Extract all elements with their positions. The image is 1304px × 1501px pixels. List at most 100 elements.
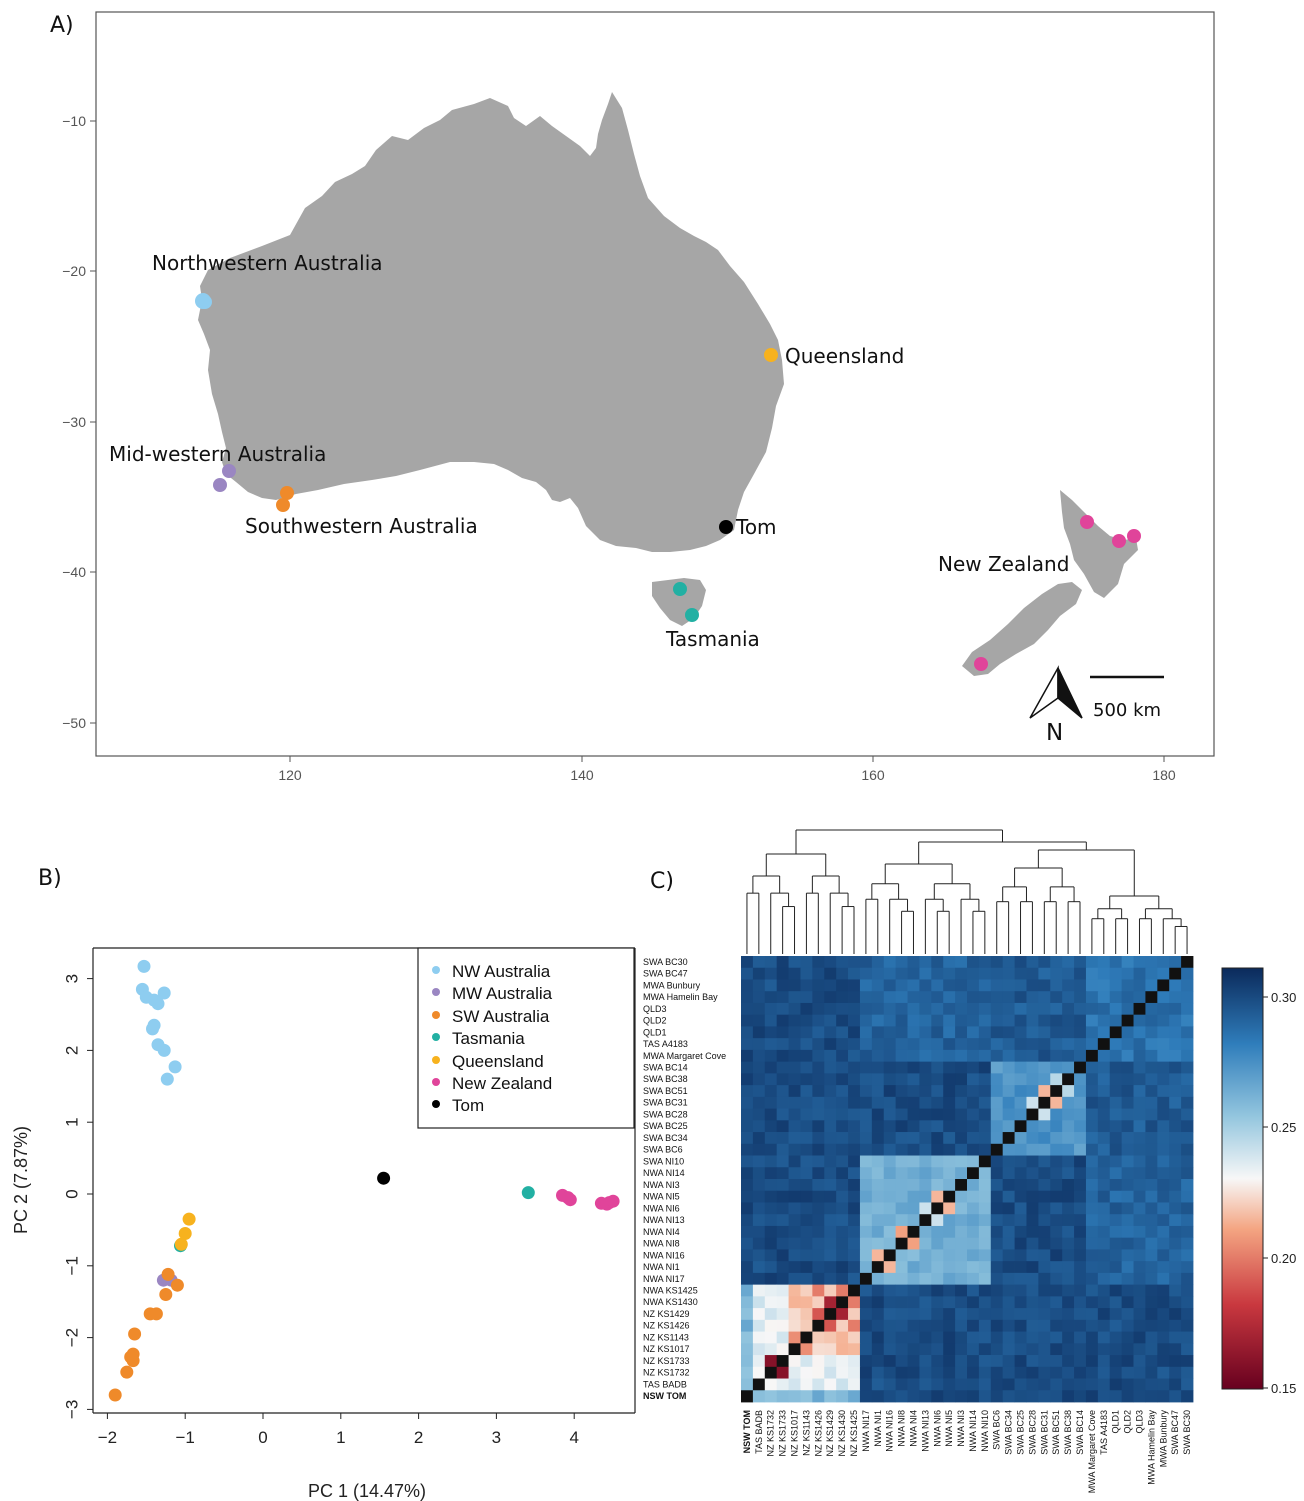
heatmap-cell: [800, 1378, 813, 1391]
heatmap-cell: [1145, 1284, 1158, 1297]
heatmap-cell: [1145, 1179, 1158, 1192]
heatmap-col-label: SWA BC30: [1182, 1410, 1192, 1455]
heatmap-cell: [812, 1331, 825, 1344]
heatmap-cell: [895, 1073, 908, 1086]
heatmap-cell: [859, 1319, 873, 1332]
heatmap-cell: [1181, 1249, 1194, 1262]
heatmap-cell: [752, 1308, 766, 1321]
heatmap-cell: [752, 1190, 766, 1203]
heatmap-row-label: SWA NI10: [643, 1156, 684, 1166]
heatmap-cell: [1181, 1378, 1194, 1391]
heatmap-cell: [978, 1319, 992, 1332]
heatmap-cell: [1038, 1261, 1051, 1274]
heatmap-cell: [907, 1214, 920, 1227]
heatmap-cell: [967, 1343, 980, 1356]
heatmap-cell: [1026, 1214, 1039, 1227]
heatmap-cell: [764, 1366, 778, 1379]
heatmap-cell: [1026, 1167, 1039, 1180]
heatmap-cell: [1109, 1155, 1123, 1168]
heatmap-cell: [824, 1096, 837, 1109]
heatmap-cell: [1026, 991, 1039, 1004]
map-y-tick: −20: [62, 263, 86, 279]
pca-point: [168, 1060, 182, 1074]
heatmap-cell: [1157, 956, 1170, 969]
heatmap-cell: [1109, 1061, 1123, 1074]
heatmap-row-label: NZ KS1426: [643, 1321, 690, 1331]
heatmap-cell: [883, 1120, 897, 1133]
heatmap-cell: [776, 1378, 789, 1391]
heatmap-cell: [812, 1061, 825, 1074]
heatmap-cell: [895, 1214, 908, 1227]
heatmap-cell: [1109, 1026, 1123, 1039]
heatmap-cell: [752, 1026, 766, 1039]
heatmap-cell: [1157, 1120, 1170, 1133]
heatmap-cell: [1157, 979, 1170, 992]
heatmap-cell: [1109, 1296, 1123, 1309]
heatmap-cell: [1085, 1390, 1099, 1403]
heatmap-cell: [1050, 1073, 1063, 1086]
heatmap-cell: [919, 1085, 932, 1098]
heatmap-cell: [859, 1261, 873, 1274]
heatmap-cell: [931, 1249, 944, 1262]
heatmap-cell: [776, 1284, 789, 1297]
heatmap-cell: [978, 1155, 992, 1168]
heatmap-cell: [1145, 1355, 1158, 1368]
heatmap-cell: [1085, 1167, 1099, 1180]
heatmap-cell: [895, 1390, 908, 1403]
heatmap-cell: [776, 1143, 789, 1156]
heatmap-cell: [812, 1355, 825, 1368]
heatmap-cell: [871, 1308, 885, 1321]
heatmap-cell: [1109, 1355, 1123, 1368]
heatmap-cell: [848, 1319, 861, 1332]
heatmap-cell: [776, 1202, 789, 1215]
legend-item: NW Australia: [452, 962, 551, 981]
heatmap-cell: [943, 1390, 956, 1403]
heatmap-cell: [848, 979, 861, 992]
heatmap-cell: [967, 1319, 980, 1332]
heatmap-cell: [883, 1319, 897, 1332]
heatmap-cell: [1074, 1085, 1087, 1098]
heatmap-cell: [1038, 1073, 1051, 1086]
heatmap-cell: [741, 1155, 754, 1168]
heatmap-cell: [1062, 1073, 1075, 1086]
heatmap-cell: [1050, 1284, 1063, 1297]
heatmap-cell: [800, 1343, 813, 1356]
heatmap-cell: [943, 1296, 956, 1309]
heatmap-cell: [1085, 1096, 1099, 1109]
map-point-tom: [719, 520, 733, 534]
heatmap-cell: [776, 1179, 789, 1192]
heatmap-cell: [812, 1132, 825, 1145]
heatmap-cell: [1169, 967, 1182, 980]
heatmap-cell: [800, 1073, 813, 1086]
heatmap-cell: [1074, 1049, 1087, 1063]
heatmap-cell: [1145, 1366, 1158, 1379]
heatmap-cell: [1002, 1296, 1015, 1309]
heatmap-cell: [978, 979, 992, 992]
heatmap-cell: [752, 991, 766, 1004]
heatmap-cell: [1121, 967, 1134, 980]
heatmap-cell: [788, 1284, 801, 1297]
heatmap-cell: [1026, 1272, 1039, 1286]
heatmap-cell: [1121, 1049, 1134, 1063]
heatmap-cell: [800, 1049, 813, 1063]
heatmap-cell: [931, 1319, 944, 1332]
pca-point: [157, 1043, 171, 1057]
heatmap-cell: [824, 1085, 837, 1098]
heatmap-cell: [871, 1355, 885, 1368]
heatmap-cell: [871, 1049, 885, 1063]
heatmap-cell: [1121, 1038, 1134, 1051]
heatmap-cell: [883, 1296, 897, 1309]
heatmap-cell: [907, 956, 920, 969]
heatmap-cell: [1145, 1319, 1158, 1332]
heatmap-cell: [800, 1390, 813, 1403]
heatmap-cell: [752, 1284, 766, 1297]
heatmap-cell: [1169, 1355, 1182, 1368]
heatmap-cell: [741, 1296, 754, 1309]
heatmap-cell: [1169, 956, 1182, 969]
heatmap-cell: [1121, 1026, 1134, 1039]
heatmap-cell: [1002, 1108, 1015, 1121]
heatmap-cell: [1062, 1179, 1075, 1192]
heatmap-cell: [919, 1366, 932, 1379]
heatmap-cell: [859, 1225, 873, 1239]
pca-x-tick-label: 0: [258, 1428, 267, 1447]
